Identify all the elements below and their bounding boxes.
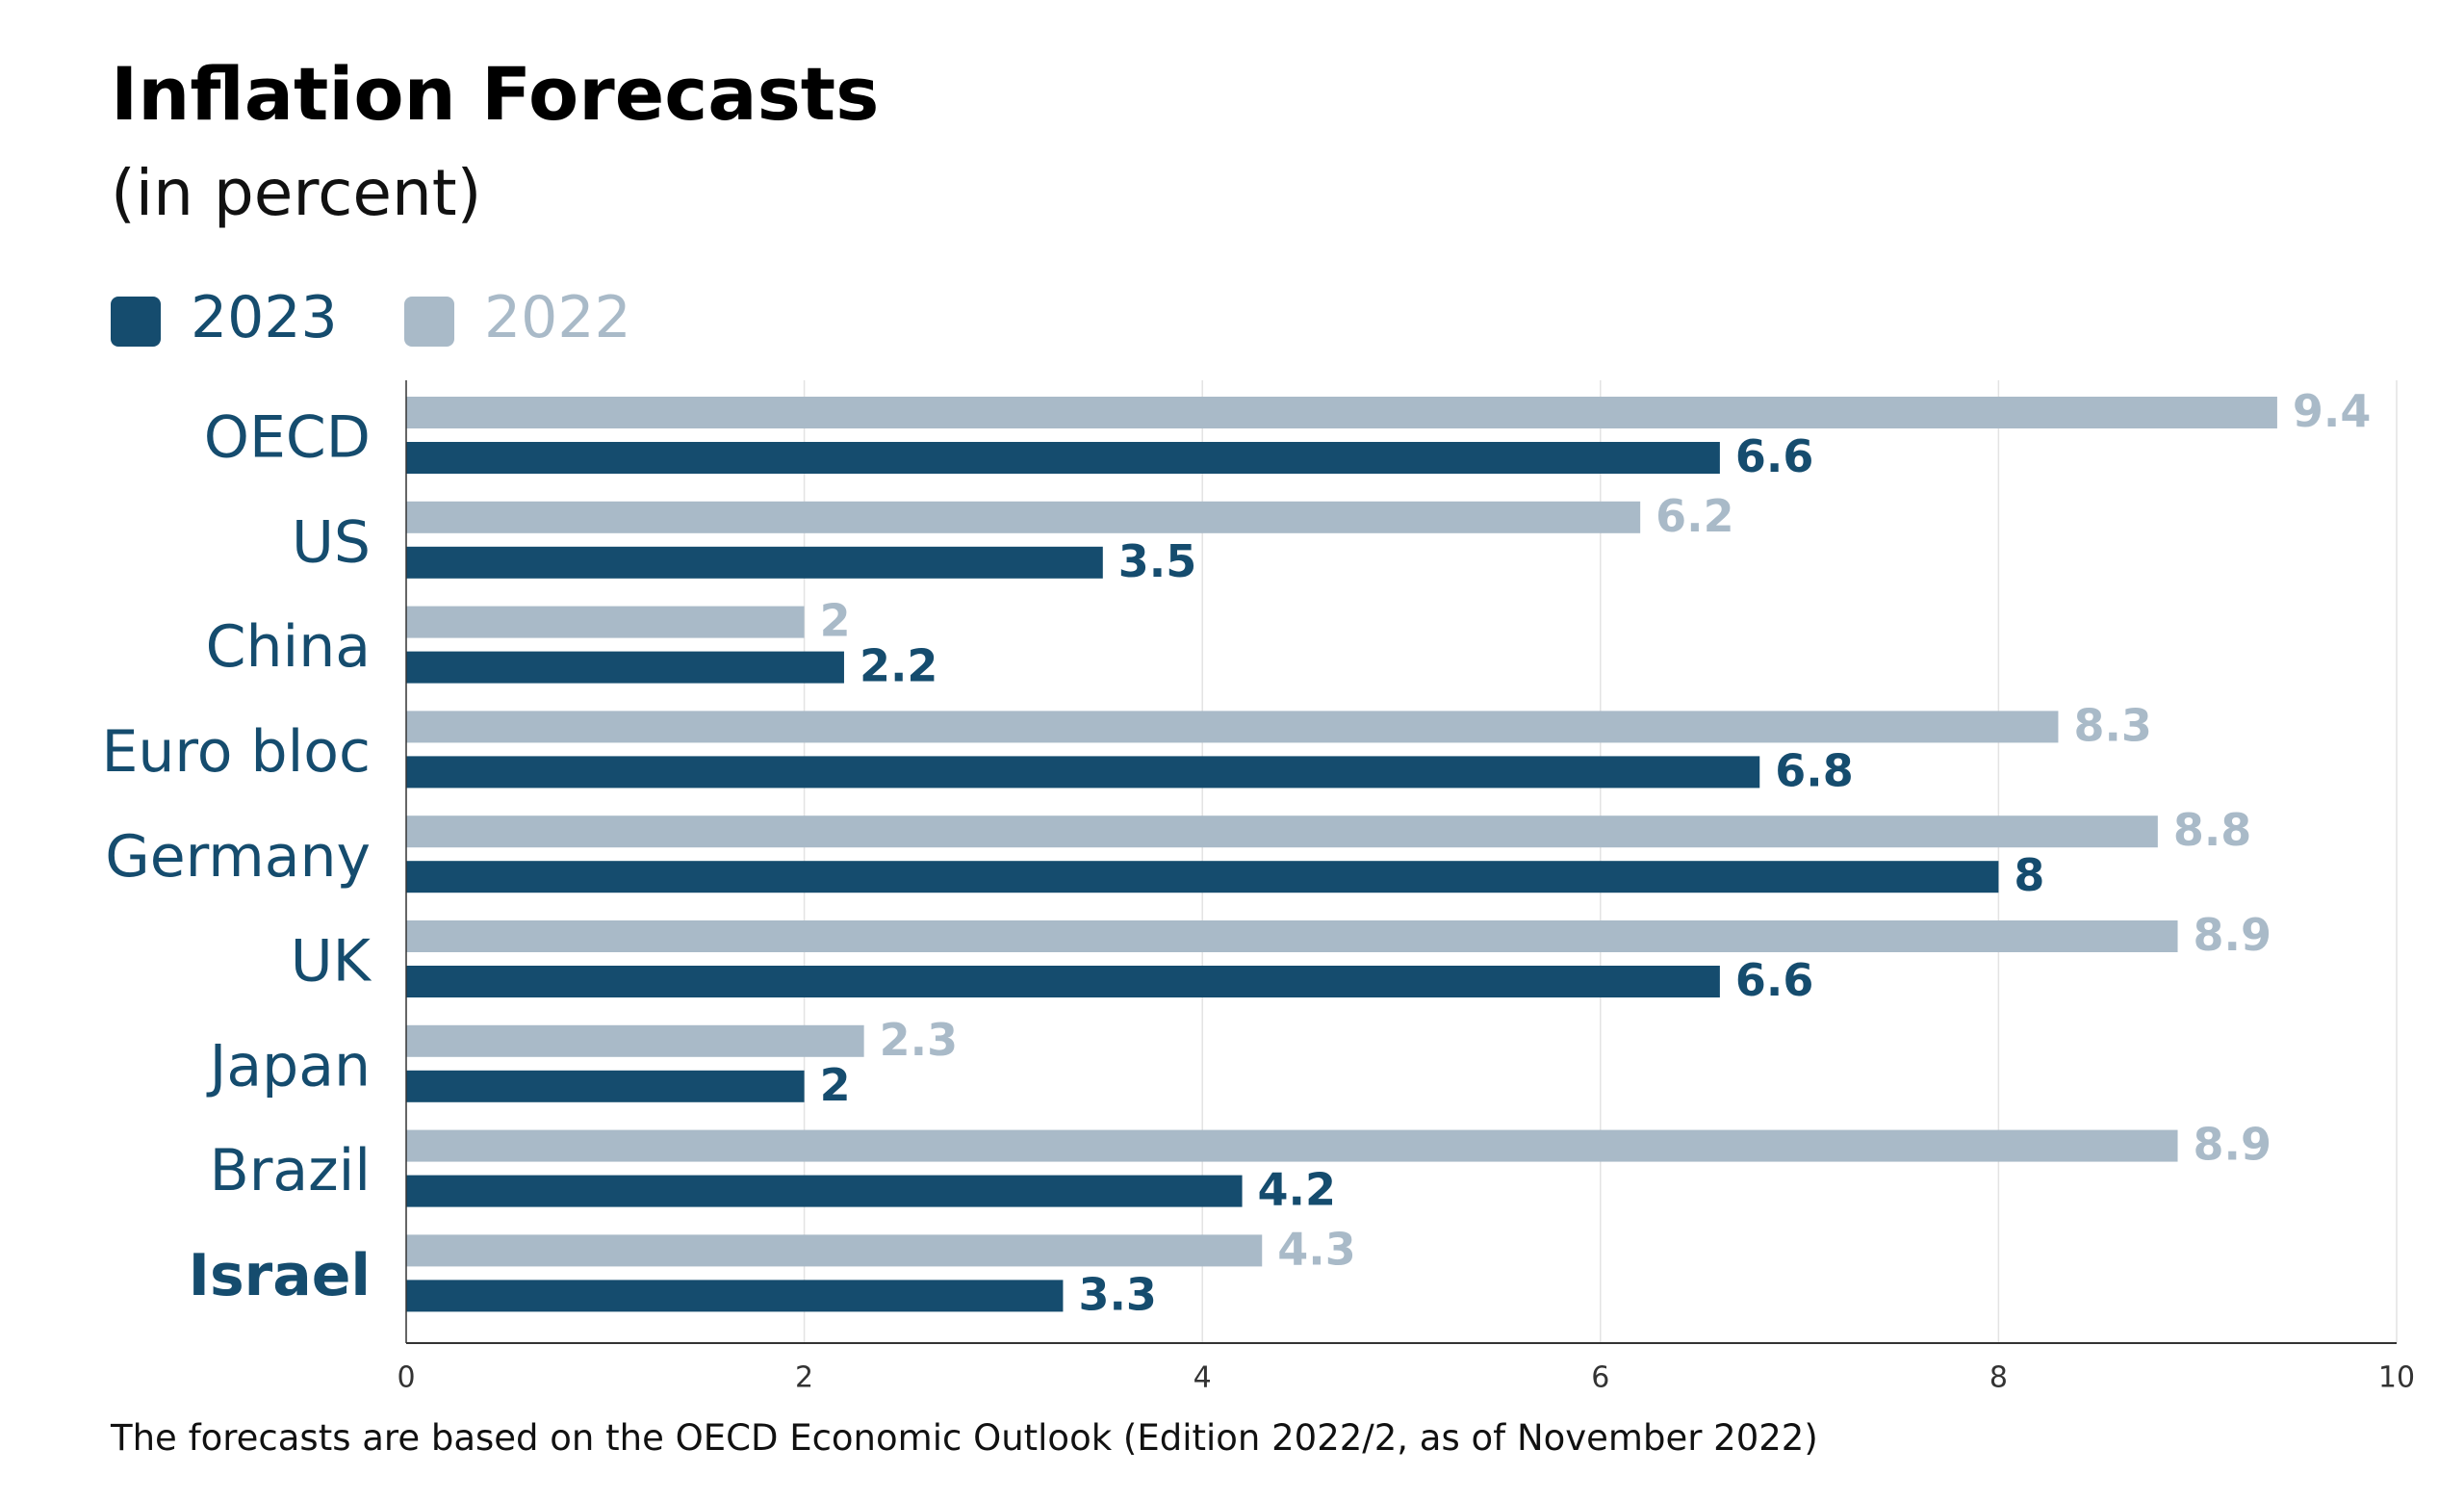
legend-swatch-2022: [404, 297, 454, 347]
value-label-2022-euro-bloc: 8.3: [2073, 699, 2152, 751]
footnote: The forecasts are based on the OECD Econ…: [111, 1417, 1818, 1459]
bar-2023-china: [406, 651, 844, 684]
value-label-2022-brazil: 8.9: [2194, 1119, 2272, 1171]
x-tick-label-0: 0: [397, 1361, 415, 1395]
bar-2022-oecd: [406, 397, 2277, 428]
bar-2022-brazil: [406, 1129, 2178, 1162]
x-tick-label-8: 8: [1989, 1361, 2008, 1395]
bar-2022-germany: [406, 815, 2158, 848]
bar-2022-china: [406, 606, 805, 638]
x-tick-label-2: 2: [795, 1361, 813, 1395]
bar-2023-euro-bloc: [406, 756, 1760, 789]
bar-2022-euro-bloc: [406, 711, 2059, 743]
value-label-2022-us: 6.2: [1656, 490, 1734, 542]
value-label-2023-israel: 3.3: [1078, 1268, 1157, 1320]
value-label-2023-euro-bloc: 6.8: [1775, 744, 1854, 796]
bar-2022-us: [406, 501, 1641, 533]
x-tick-label-4: 4: [1194, 1361, 1212, 1395]
bar-2022-israel: [406, 1234, 1263, 1267]
value-label-2022-israel: 4.3: [1277, 1223, 1356, 1275]
legend-swatch-2023: [111, 297, 161, 347]
value-label-2022-oecd: 9.4: [2293, 385, 2372, 437]
value-label-2022-germany: 8.8: [2173, 804, 2252, 856]
bar-2023-us: [406, 546, 1103, 579]
value-label-2022-china: 2: [820, 595, 851, 647]
value-label-2022-japan: 2.3: [880, 1014, 959, 1066]
bar-2023-uk: [406, 966, 1720, 997]
bar-2023-oecd: [406, 442, 1720, 474]
chart-title: Inflation Forecasts: [111, 51, 880, 137]
category-label-oecd: OECD: [204, 404, 371, 472]
value-label-2023-brazil: 4.2: [1258, 1164, 1337, 1216]
value-label-2023-japan: 2: [820, 1059, 851, 1111]
category-label-brazil: Brazil: [210, 1137, 371, 1204]
category-label-uk: UK: [291, 928, 372, 996]
value-label-2023-oecd: 6.6: [1735, 430, 1814, 482]
legend-label-2023: 2023: [191, 284, 338, 351]
category-label-china: China: [206, 613, 371, 681]
category-label-euro-bloc: Euro bloc: [101, 718, 371, 786]
value-label-2023-us: 3.5: [1118, 535, 1197, 587]
bar-2022-uk: [406, 920, 2178, 952]
x-tick-label-6: 6: [1591, 1361, 1609, 1395]
bar-2023-germany: [406, 861, 1999, 893]
category-label-israel: Israel: [189, 1242, 371, 1309]
category-label-germany: Germany: [105, 823, 371, 891]
chart-subtitle: (in percent): [111, 156, 482, 230]
bar-2023-brazil: [406, 1175, 1243, 1207]
bar-2022-japan: [406, 1024, 864, 1057]
category-label-us: US: [292, 508, 371, 576]
x-tick-label-10: 10: [2378, 1361, 2415, 1395]
bar-2023-israel: [406, 1280, 1064, 1312]
value-label-2023-uk: 6.6: [1735, 954, 1814, 1006]
bar-2023-japan: [406, 1070, 805, 1102]
category-label-japan: Japan: [206, 1032, 371, 1100]
value-label-2022-uk: 8.9: [2194, 909, 2272, 961]
legend-label-2022: 2022: [484, 284, 631, 351]
value-label-2023-china: 2.2: [860, 640, 938, 692]
value-label-2023-germany: 8: [2014, 849, 2044, 901]
